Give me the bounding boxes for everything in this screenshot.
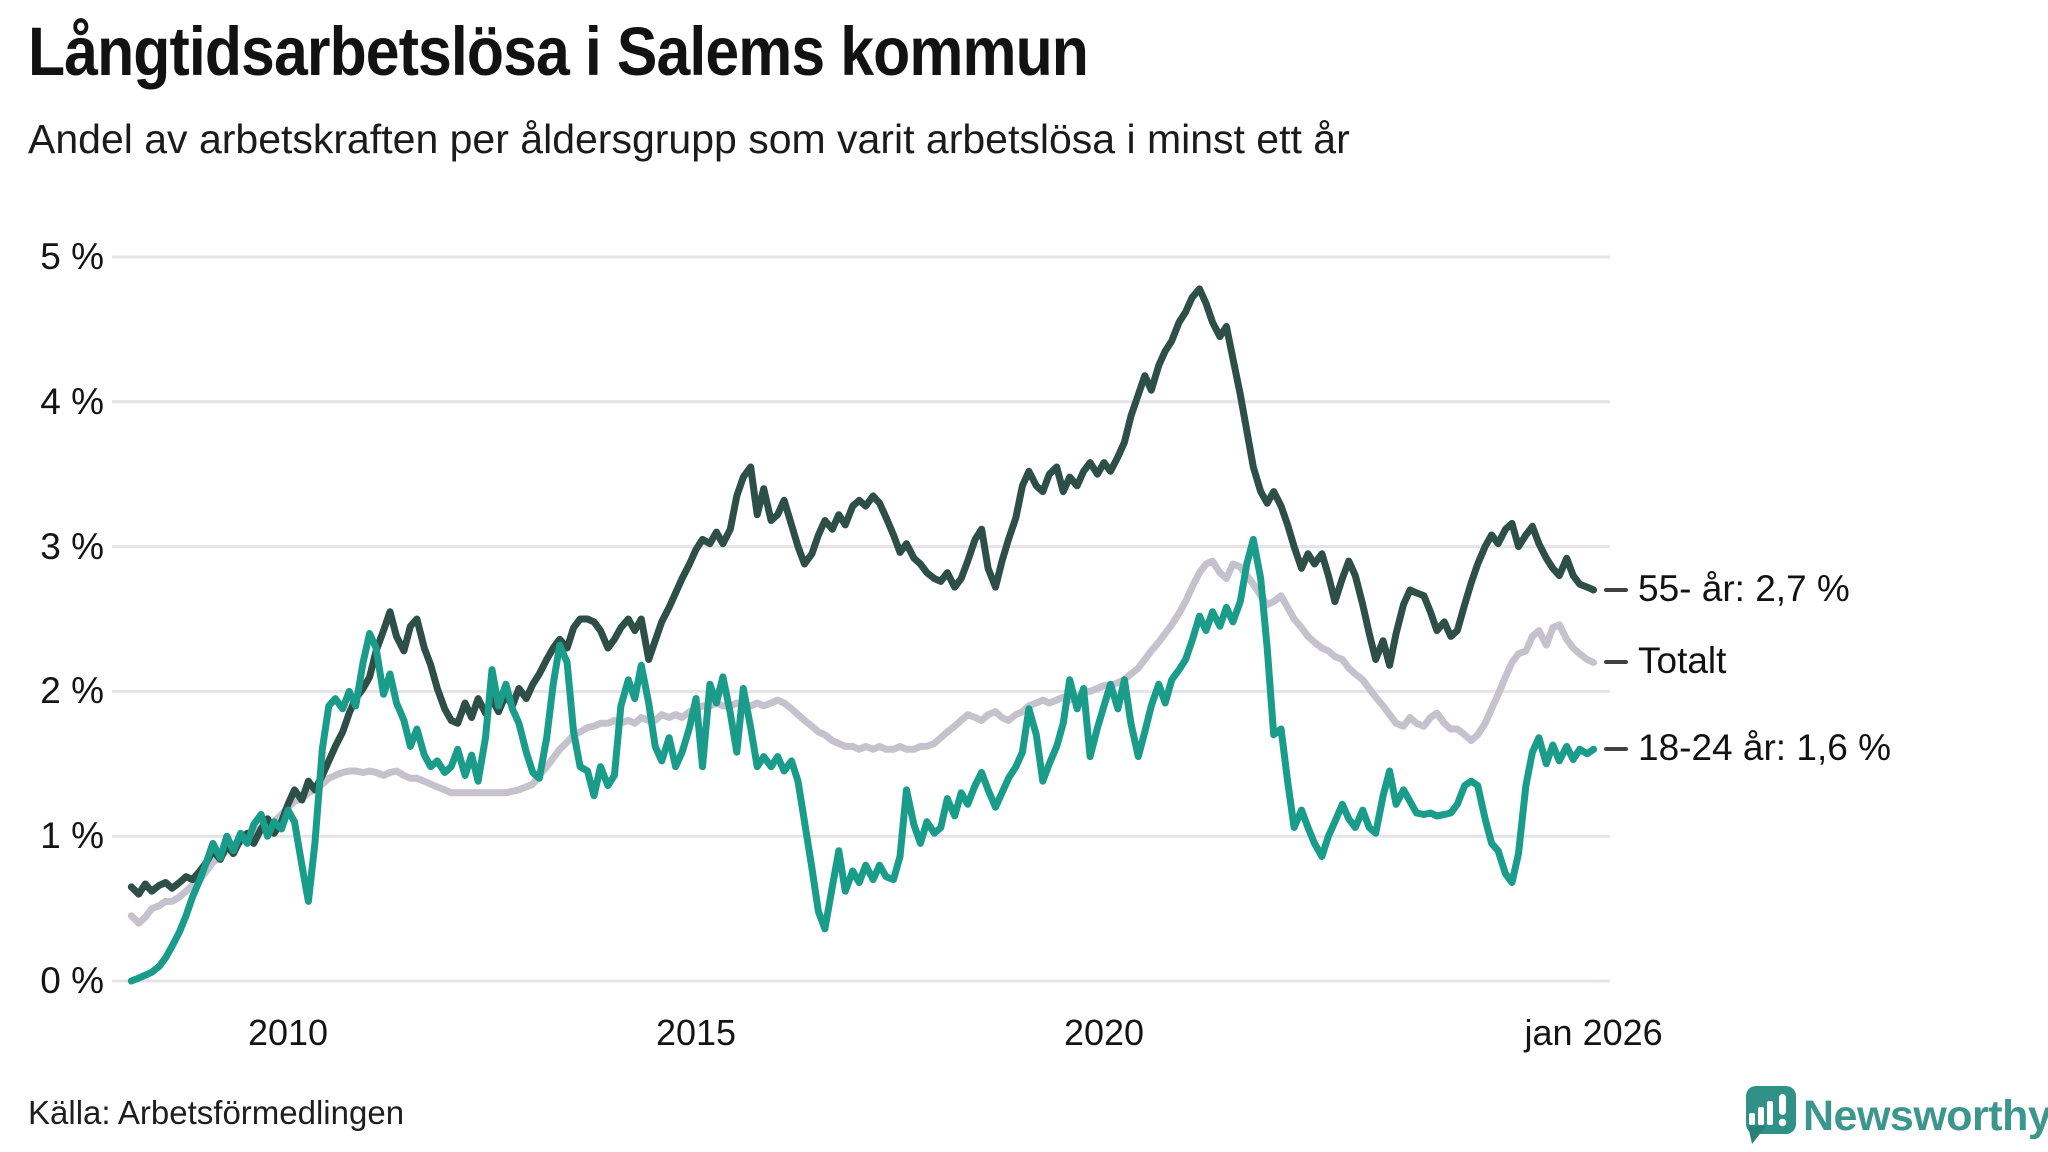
page-title: Långtidsarbetslösa i Salems kommun xyxy=(28,13,1089,90)
legend-dash xyxy=(1604,747,1628,752)
series-line-55-r xyxy=(127,285,1598,898)
exclamation-bar-icon xyxy=(1779,1094,1786,1115)
x-axis-tick-label: 2015 xyxy=(655,1012,737,1053)
y-axis-tick-label: 4 % xyxy=(40,380,104,422)
y-axis-tick-label: 3 % xyxy=(40,525,104,567)
y-axis-tick-label: 0 % xyxy=(40,960,104,1001)
page-subtitle: Andel av arbetskraften per åldersgrupp s… xyxy=(28,116,1350,162)
x-axis-tick-label: jan 2026 xyxy=(1524,1012,1663,1053)
series-end-label: 18-24 år: 1,6 % xyxy=(1638,727,1891,769)
series-end-label: Totalt xyxy=(1638,640,1727,682)
legend-dash xyxy=(1604,660,1628,665)
newsworthy-speech-bubble-icon xyxy=(1746,1086,1796,1144)
bar-icon-1 xyxy=(1749,1113,1755,1125)
series-line-totalt xyxy=(127,557,1598,927)
y-axis-tick-label: 5 % xyxy=(40,236,104,277)
bar-icon-2 xyxy=(1758,1107,1764,1125)
series-line-18-24-r xyxy=(127,535,1598,985)
newsworthy-logo-text: Newsworthy xyxy=(1803,1092,2048,1140)
series-end-label: 55- år: 2,7 % xyxy=(1638,568,1850,610)
x-axis-tick-label: 2020 xyxy=(1063,1012,1145,1053)
speech-bubble-tail xyxy=(1748,1126,1766,1144)
y-axis-tick-label: 2 % xyxy=(40,670,104,712)
series-layer xyxy=(127,285,1598,985)
exclamation-dot-icon xyxy=(1778,1118,1787,1127)
legend-dash xyxy=(1604,588,1628,593)
x-axis-tick-label: 2010 xyxy=(247,1012,329,1053)
source-note: Källa: Arbetsförmedlingen xyxy=(28,1094,405,1131)
bar-icon-3 xyxy=(1767,1101,1773,1125)
y-axis-tick-label: 1 % xyxy=(40,815,104,857)
